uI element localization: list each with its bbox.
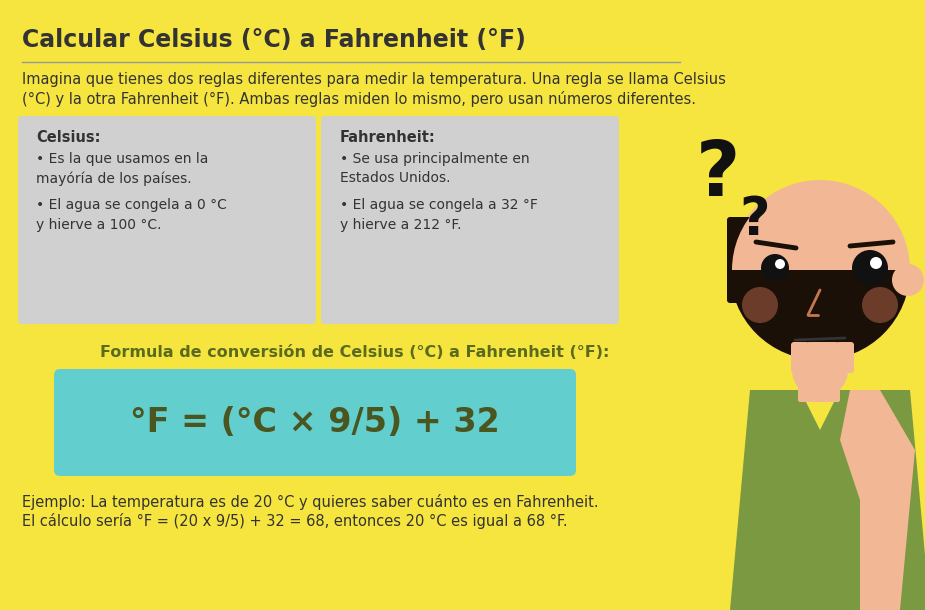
Text: El cálculo sería °F = (20 x 9/5) + 32 = 68, entonces 20 °C es igual a 68 °F.: El cálculo sería °F = (20 x 9/5) + 32 = … [22, 513, 568, 529]
Polygon shape [730, 390, 925, 610]
FancyBboxPatch shape [321, 116, 619, 324]
Polygon shape [840, 390, 915, 610]
FancyBboxPatch shape [798, 343, 840, 402]
Circle shape [862, 287, 898, 323]
Text: • El agua se congela a 32 °F
y hierve a 212 °F.: • El agua se congela a 32 °F y hierve a … [340, 198, 537, 232]
Text: ?: ? [740, 194, 771, 246]
Text: Ejemplo: La temperatura es de 20 °C y quieres saber cuánto es en Fahrenheit.: Ejemplo: La temperatura es de 20 °C y qu… [22, 494, 598, 510]
Circle shape [852, 250, 888, 286]
Text: • Se usa principalmente en
Estados Unidos.: • Se usa principalmente en Estados Unido… [340, 152, 530, 185]
Text: Celsius:: Celsius: [36, 130, 101, 145]
Polygon shape [800, 390, 840, 430]
Text: • Es la que usamos en la
mayóría de los países.: • Es la que usamos en la mayóría de los … [36, 152, 208, 186]
Circle shape [730, 180, 910, 360]
Circle shape [870, 257, 882, 269]
Circle shape [892, 264, 924, 296]
Circle shape [761, 254, 789, 282]
Text: ?: ? [696, 138, 740, 212]
Text: (°C) y la otra Fahrenheit (°F). Ambas reglas miden lo mismo, pero usan números d: (°C) y la otra Fahrenheit (°F). Ambas re… [22, 91, 696, 107]
Wedge shape [730, 270, 910, 360]
Text: Fahrenheit:: Fahrenheit: [340, 130, 436, 145]
Wedge shape [732, 182, 908, 270]
Text: By ovacen.com: By ovacen.com [790, 577, 886, 590]
FancyBboxPatch shape [836, 342, 854, 373]
Circle shape [792, 342, 848, 398]
Circle shape [742, 287, 778, 323]
FancyBboxPatch shape [806, 342, 824, 373]
FancyBboxPatch shape [54, 369, 576, 476]
Text: Formula de conversión de Celsius (°C) a Fahrenheit (°F):: Formula de conversión de Celsius (°C) a … [100, 345, 610, 360]
Text: Imagina que tienes dos reglas diferentes para medir la temperatura. Una regla se: Imagina que tienes dos reglas diferentes… [22, 72, 726, 87]
Text: • El agua se congela a 0 °C
y hierve a 100 °C.: • El agua se congela a 0 °C y hierve a 1… [36, 198, 227, 232]
Text: °F = (°C × 9/5) + 32: °F = (°C × 9/5) + 32 [130, 406, 500, 439]
Text: Calcular Celsius (°C) a Fahrenheit (°F): Calcular Celsius (°C) a Fahrenheit (°F) [22, 28, 526, 52]
FancyBboxPatch shape [791, 342, 809, 373]
FancyBboxPatch shape [821, 342, 839, 373]
FancyBboxPatch shape [18, 116, 316, 324]
Circle shape [775, 259, 785, 269]
FancyBboxPatch shape [727, 217, 751, 303]
